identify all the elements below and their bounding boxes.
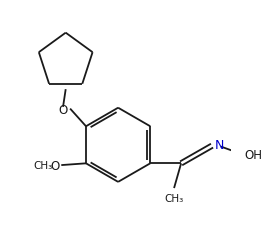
Text: O: O bbox=[50, 159, 60, 172]
Text: N: N bbox=[215, 139, 224, 152]
Text: CH₃: CH₃ bbox=[33, 160, 52, 170]
Text: O: O bbox=[58, 104, 67, 116]
Text: CH₃: CH₃ bbox=[164, 193, 184, 203]
Text: OH: OH bbox=[245, 148, 261, 161]
